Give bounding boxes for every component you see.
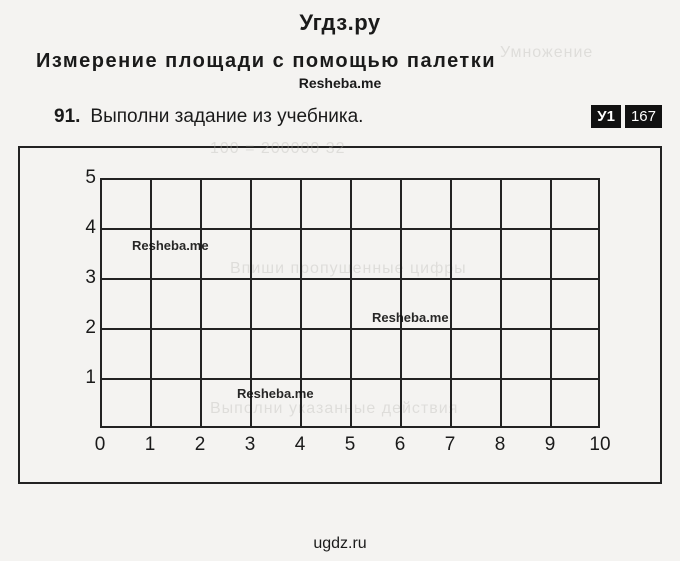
x-tick-label: 0 (95, 434, 106, 456)
gridline-horizontal (102, 278, 598, 280)
x-tick-label: 9 (545, 434, 556, 456)
site-footer: ugdz.ru (0, 535, 680, 553)
y-tick-label: 5 (60, 167, 96, 189)
task-row: 91. Выполни задание из учебника. У1167 (54, 105, 662, 128)
gridline-vertical (500, 180, 502, 426)
chart-area: 5 4 3 2 1 (60, 178, 620, 468)
gridline-vertical (350, 180, 352, 426)
page-root: Умножение 100 = 200000 32 Впиши пропущен… (0, 0, 680, 561)
watermark-text: Resheba.me (372, 310, 449, 325)
watermark-text: Resheba.me (237, 386, 314, 401)
task-number: 91. (54, 106, 80, 127)
x-tick-label: 5 (345, 434, 356, 456)
y-axis-labels: 5 4 3 2 1 (60, 178, 96, 428)
x-tick-label: 6 (395, 434, 406, 456)
badge-book: У1 (591, 105, 621, 128)
watermark-text: Resheba.me (132, 238, 209, 253)
y-tick-label: 4 (60, 217, 96, 239)
gridline-vertical (200, 180, 202, 426)
y-tick-label: 2 (60, 317, 96, 339)
x-tick-label: 7 (445, 434, 456, 456)
page-badges: У1167 (591, 105, 662, 128)
site-header: Угдз.ру (0, 0, 680, 36)
gridline-vertical (550, 180, 552, 426)
subhead-watermark: Resheba.me (0, 75, 680, 91)
x-tick-label: 1 (145, 434, 156, 456)
page-title: Измерение площади с помощью палетки (36, 50, 644, 73)
task-instruction: Выполни задание из учебника. (90, 106, 363, 127)
chart-frame: 5 4 3 2 1 (18, 146, 662, 484)
x-tick-label: 3 (245, 434, 256, 456)
badge-page: 167 (625, 105, 662, 128)
x-tick-label: 10 (589, 434, 610, 456)
gridline-vertical (150, 180, 152, 426)
x-tick-label: 8 (495, 434, 506, 456)
task-text: 91. Выполни задание из учебника. (54, 106, 363, 128)
gridline-vertical (450, 180, 452, 426)
y-tick-label: 1 (60, 367, 96, 389)
gridline-horizontal (102, 328, 598, 330)
gridline-vertical (400, 180, 402, 426)
gridline-horizontal (102, 378, 598, 380)
x-tick-label: 4 (295, 434, 306, 456)
grid: Resheba.me Resheba.me Resheba.me (100, 178, 600, 428)
gridline-horizontal (102, 228, 598, 230)
x-axis-labels: 0 1 2 3 4 5 6 7 8 9 10 (100, 434, 600, 464)
x-tick-label: 2 (195, 434, 206, 456)
y-tick-label: 3 (60, 267, 96, 289)
